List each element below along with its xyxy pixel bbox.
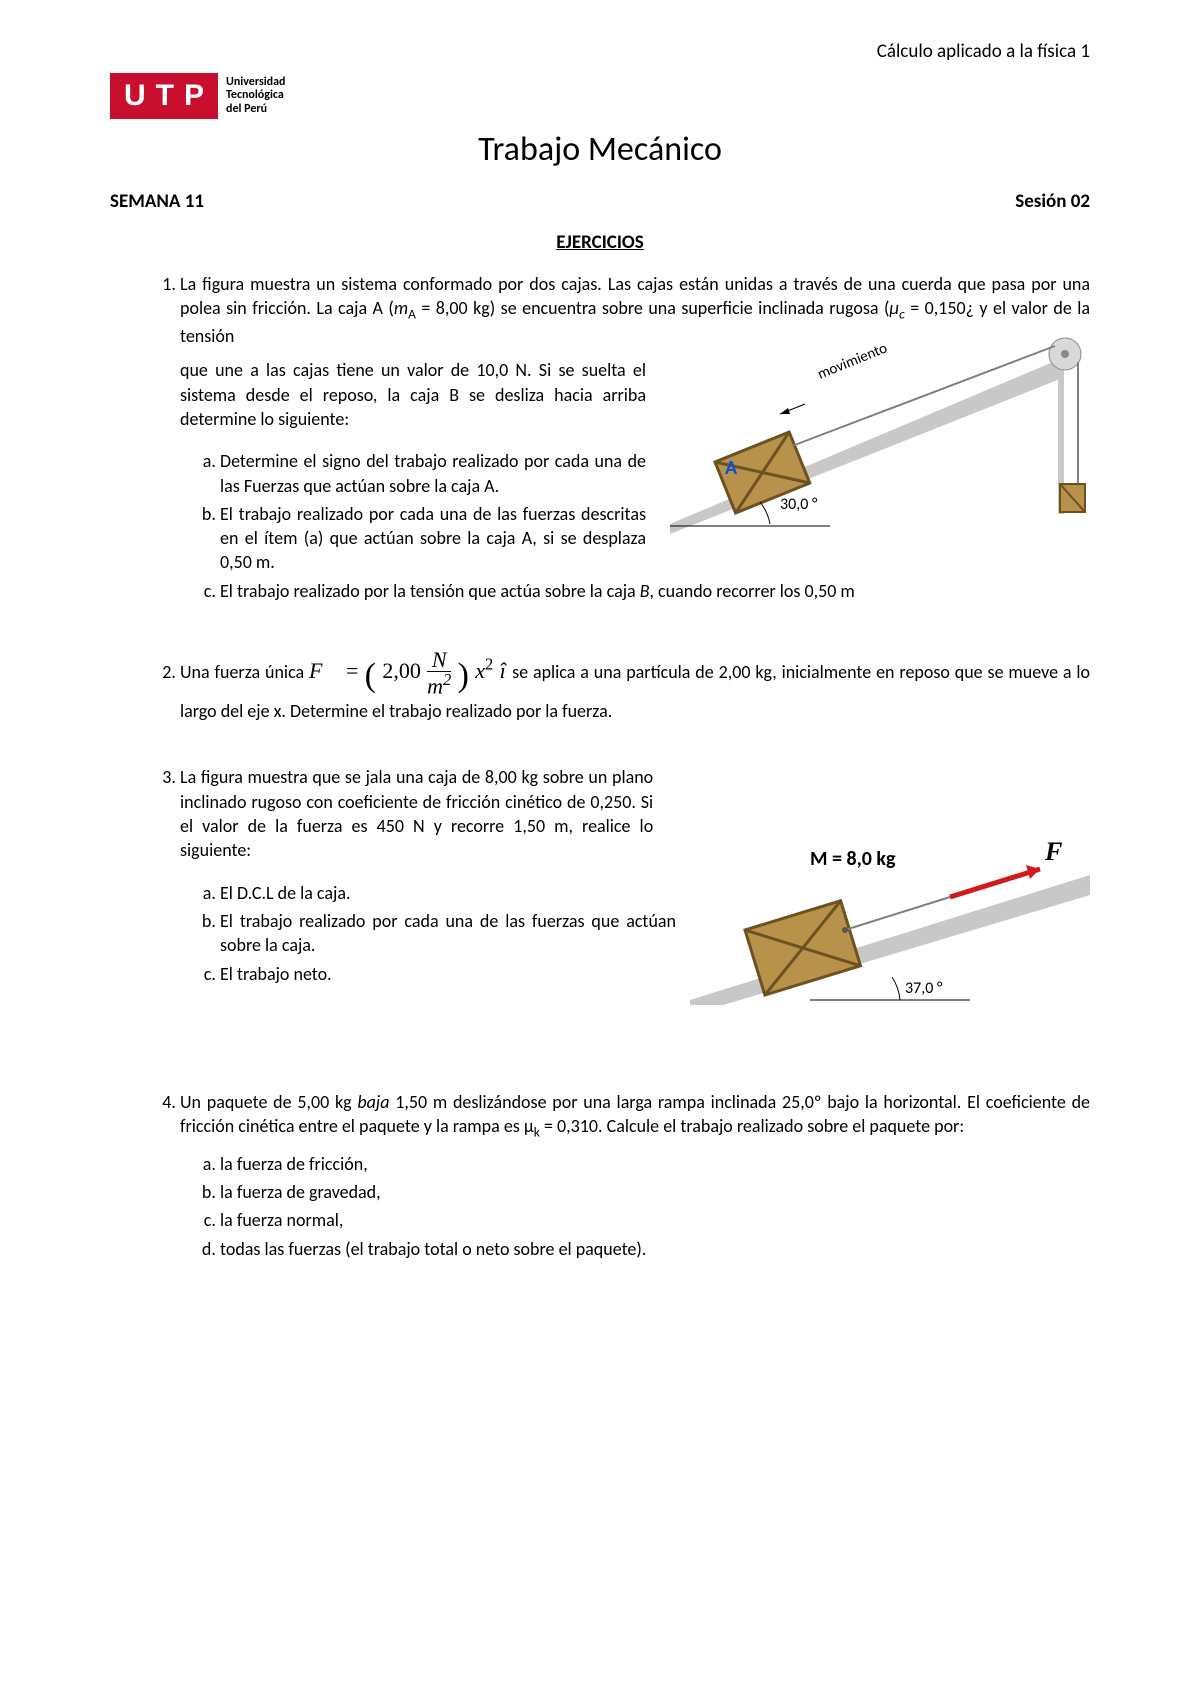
- e4-d: todas las fuerzas (el trabajo total o ne…: [220, 1237, 1090, 1261]
- e4-b: la fuerza de gravedad,: [220, 1180, 1090, 1204]
- exercise-1: La figura muestra un sistema conformado …: [180, 272, 1090, 607]
- e1-p2: que une a las cajas tiene un valor de 10…: [180, 358, 653, 431]
- e1-text: = 8,00 kg) se encuentra sobre una superf…: [416, 297, 890, 319]
- paren-open: (: [365, 657, 376, 694]
- angle-label: 37,0 °: [905, 979, 943, 998]
- main-title: Trabajo Mecánico: [110, 129, 1090, 170]
- page: Cálculo aplicado a la física 1 UTP Unive…: [0, 0, 1200, 1363]
- e4-c: la fuerza normal,: [220, 1208, 1090, 1232]
- angle-label: 30,0 °: [780, 495, 818, 514]
- m: m: [427, 673, 443, 698]
- utp-logo-icon: UTP: [110, 73, 218, 119]
- logo-row: UTP Universidad Tecnológica del Perú: [110, 73, 1090, 119]
- e4-sub: la fuerza de fricción, la fuerza de grav…: [180, 1152, 1090, 1261]
- vec-F: F⃗: [309, 658, 340, 683]
- e3-sub: El D.C.L de la caja. El trabajo realizad…: [180, 881, 693, 986]
- exercise-list: La figura muestra un sistema conformado …: [110, 272, 1090, 1261]
- course-title: Cálculo aplicado a la física 1: [110, 40, 1090, 63]
- e4-text3: = 0,310. Calcule el trabajo realizado so…: [540, 1115, 964, 1137]
- mA: m: [394, 297, 408, 319]
- section-title: EJERCICIOS: [110, 231, 1090, 254]
- eq: =: [346, 658, 365, 683]
- x: x: [475, 658, 485, 683]
- mA-sub: A: [408, 306, 416, 323]
- movimiento-label: movimiento: [815, 340, 890, 384]
- N: N: [427, 649, 451, 671]
- coef: 2,00: [382, 658, 427, 683]
- paren-close: ): [458, 657, 469, 694]
- e3-a: El D.C.L de la caja.: [220, 881, 693, 905]
- exercise-2: Una fuerza única F⃗ = ( 2,00 N m2 ) x2 î…: [180, 649, 1090, 723]
- week-label: SEMANA 11: [110, 190, 204, 213]
- x2: 2: [485, 655, 493, 674]
- logo-line: del Perú: [226, 103, 285, 116]
- figure-1: A B movimiento: [660, 324, 1090, 540]
- e4-text: Un paquete de 5,00 kg: [180, 1091, 357, 1113]
- logo-text: Universidad Tecnológica del Perú: [226, 76, 285, 116]
- label-A: A: [725, 456, 738, 480]
- logo-line: Tecnológica: [226, 89, 285, 102]
- sup2: 2: [443, 670, 451, 689]
- figure-3: F M = 8,0 kg 37,0 °: [690, 805, 1090, 1011]
- F-label: F: [1044, 837, 1062, 866]
- e3-b: El trabajo realizado por cada una de las…: [220, 909, 693, 958]
- e1-c: El trabajo realizado por la tensión que …: [220, 579, 1090, 603]
- session-label: Sesión 02: [1015, 190, 1090, 213]
- e1-c-text2: , cuando recorrer los 0,50 m: [649, 580, 854, 602]
- mass-label: M = 8,0 kg: [810, 847, 896, 871]
- e2-text: Una fuerza única: [180, 661, 309, 683]
- meta-row: SEMANA 11 Sesión 02: [110, 190, 1090, 213]
- i-hat: î: [500, 658, 506, 683]
- e3-p1: La figura muestra que se jala una caja d…: [180, 765, 653, 862]
- e1-c-B: B: [640, 580, 650, 602]
- exercise-3: F M = 8,0 kg 37,0 ° La figura muestra qu…: [180, 765, 1090, 1019]
- incline-force-diagram-icon: F M = 8,0 kg 37,0 °: [690, 805, 1090, 1005]
- mu: μ: [889, 297, 899, 319]
- exercise-4: Un paquete de 5,00 kg baja 1,50 m desliz…: [180, 1090, 1090, 1261]
- e1-a: Determine el signo del trabajo realizado…: [220, 449, 672, 498]
- e4-a: la fuerza de fricción,: [220, 1152, 1090, 1176]
- e1-c-text: El trabajo realizado por la tensión que …: [220, 580, 640, 602]
- baja: baja: [357, 1091, 389, 1113]
- incline-pulley-diagram-icon: A B movimiento: [660, 324, 1090, 534]
- e3-c: El trabajo neto.: [220, 962, 693, 986]
